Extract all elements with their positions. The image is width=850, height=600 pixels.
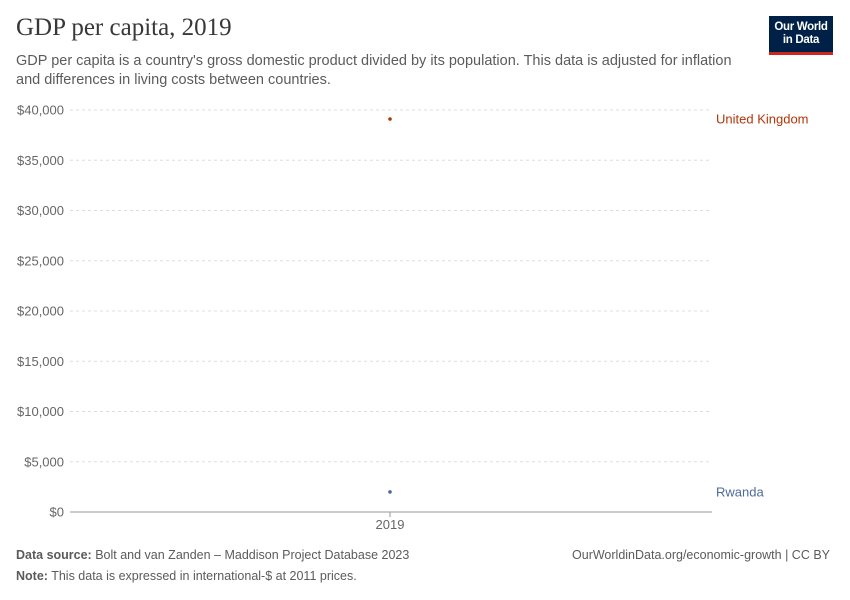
y-tick-label: $0 [50, 505, 64, 520]
y-tick-label: $35,000 [17, 153, 64, 168]
license-link[interactable]: CC BY [791, 548, 830, 562]
plot-area: $0 $5,000 $10,000 $15,000 $20,000 $25,000 $30,… [17, 103, 809, 533]
data-point [388, 117, 392, 121]
owid-logo[interactable]: Our World in Data [769, 16, 833, 55]
chart-subtitle: GDP per capita is a country's gross dome… [16, 53, 732, 88]
y-tick-label: $5,000 [24, 454, 64, 469]
y-tick-label: $20,000 [17, 304, 64, 319]
y-tick-label: $30,000 [17, 203, 64, 218]
attribution: OurWorldinData.org/economic-growth | CC … [572, 548, 830, 562]
series-label: Rwanda [716, 484, 764, 499]
source-link[interactable]: OurWorldinData.org/economic-growth [572, 548, 782, 562]
y-tick-label: $15,000 [17, 354, 64, 369]
source-text[interactable]: Bolt and van Zanden – Maddison Project D… [95, 548, 410, 562]
y-tick-label: $25,000 [17, 253, 64, 268]
y-tick-label: $40,000 [17, 103, 64, 118]
note-label: Note: [16, 569, 48, 583]
chart-note: Note: This data is expressed in internat… [16, 569, 357, 583]
source-label: Data source: [16, 548, 92, 562]
series-label: United Kingdom [716, 112, 809, 127]
y-tick-label: $10,000 [17, 404, 64, 419]
data-point [388, 490, 392, 494]
x-tick-label: 2019 [376, 517, 405, 532]
chart-title: GDP per capita, 2019 [16, 14, 232, 41]
data-source: Data source: Bolt and van Zanden – Maddi… [16, 548, 409, 562]
note-text: This data is expressed in international-… [51, 569, 357, 583]
